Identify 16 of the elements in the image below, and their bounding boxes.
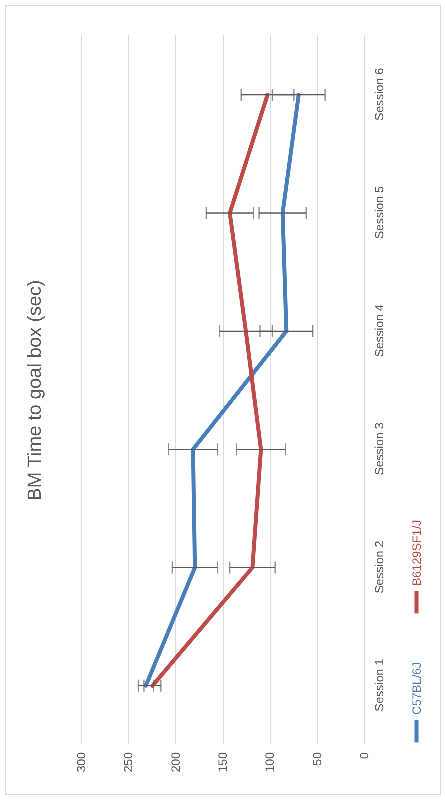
y-tick-label: Session 2 bbox=[372, 540, 386, 594]
x-tick-label: 250 bbox=[122, 752, 136, 773]
y-tick-label: Session 5 bbox=[372, 186, 386, 240]
y-tick-label: Session 4 bbox=[372, 304, 386, 358]
x-tick-label: 200 bbox=[168, 752, 183, 773]
text: B6129SF1/J bbox=[410, 520, 424, 586]
y-tick-label: Session 3 bbox=[372, 422, 386, 476]
x-tick-label: 100 bbox=[263, 752, 278, 773]
x-tick-label: 50 bbox=[310, 752, 324, 766]
text: BM Time to goal box (sec) bbox=[25, 280, 46, 501]
x-tick-label: 150 bbox=[216, 752, 230, 773]
text: C57BL/6J bbox=[410, 662, 424, 715]
x-tick-label: 0 bbox=[358, 752, 372, 760]
x-tick-label: 300 bbox=[74, 752, 88, 773]
y-tick-label: Session 6 bbox=[372, 68, 386, 121]
y-tick-label: Session 1 bbox=[372, 658, 386, 712]
